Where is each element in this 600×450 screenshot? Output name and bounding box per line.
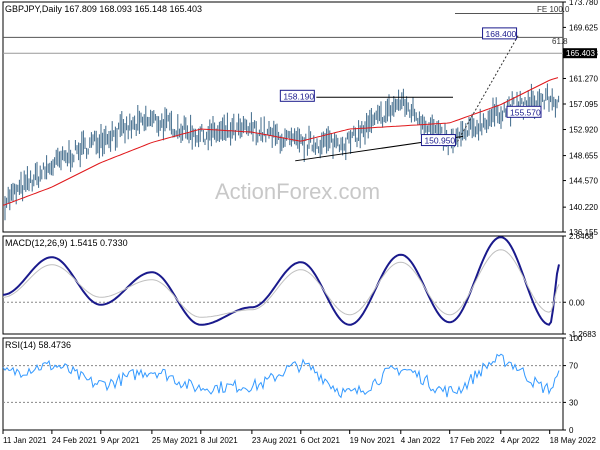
current-price-tag [563, 48, 597, 59]
x-tick-label: 4 Apr 2022 [501, 436, 540, 445]
y-tick-label: 144.570 [569, 177, 598, 186]
x-tick-label: 11 Jan 2021 [3, 436, 47, 445]
x-tick-label: 25 May 2021 [152, 436, 199, 445]
price-callout-label: 168.400 [486, 29, 517, 39]
y-tick-label: 0.00 [569, 298, 585, 307]
signal-line [2, 249, 560, 318]
y-tick-label: 30 [569, 398, 578, 407]
rsi-panel-title: RSI(14) 58.4736 [5, 340, 72, 350]
y-tick-label: 70 [569, 362, 578, 371]
y-tick-label: 2.6468 [569, 232, 594, 241]
price-callout-label: 158.190 [283, 91, 314, 101]
x-tick-label: 9 Apr 2021 [101, 436, 140, 445]
x-tick-label: 8 Jul 2021 [201, 436, 238, 445]
price-callout-box [279, 89, 315, 102]
fib-retracement-label: 61.8 [552, 37, 568, 46]
x-tick-label: 24 Feb 2021 [52, 436, 97, 445]
y-tick-label: 161.270 [569, 74, 598, 83]
fib-projection-line [457, 34, 519, 142]
panel-frame [2, 1, 564, 233]
x-tick-label: 6 Oct 2021 [301, 436, 341, 445]
x-tick-label: 23 Aug 2021 [252, 436, 297, 445]
x-tick-label: 19 Nov 2021 [350, 436, 396, 445]
watermark: ActionForex.com [215, 179, 381, 204]
price-callout-label: 150.950 [424, 136, 455, 146]
rsi-line [2, 353, 560, 399]
y-tick-label: 152.920 [569, 126, 598, 135]
ohlc-values: 167.809 168.093 165.148 165.403 [64, 4, 203, 14]
macd-panel-title: MACD(12,26,9) 1.5415 0.7330 [5, 238, 128, 248]
y-tick-label: 148.655 [569, 152, 598, 161]
y-tick-label: 173.780 [569, 0, 598, 7]
y-tick-label: 0 [569, 426, 574, 435]
x-tick-label: 17 Feb 2022 [450, 436, 495, 445]
current-price-tag-label: 165.403 [566, 49, 595, 58]
panel-frame [2, 337, 564, 431]
price-callout-box [482, 27, 518, 40]
panel-frame [2, 235, 564, 335]
price-callout-box [420, 134, 456, 147]
y-tick-label: 157.095 [569, 100, 598, 109]
fib-extension-label: FE 100.0 [537, 5, 570, 14]
y-tick-label: 136.155 [569, 228, 598, 237]
price-callout-label: 155.570 [510, 107, 541, 117]
price-callout-box [506, 105, 542, 118]
symbol-label: GBPJPY,Daily [5, 4, 62, 14]
y-tick-label: 169.625 [569, 23, 598, 32]
macd-line [2, 236, 560, 326]
moving-average-line [2, 77, 559, 206]
x-tick-label: 18 May 2022 [550, 436, 597, 445]
y-tick-label: -1.2683 [569, 330, 597, 339]
y-tick-label: 100 [569, 334, 583, 343]
y-tick-label: 140.220 [569, 203, 598, 212]
price-panel-title: GBPJPY,Daily 167.809 168.093 165.148 165… [5, 4, 202, 14]
x-tick-label: 4 Jan 2022 [401, 436, 441, 445]
